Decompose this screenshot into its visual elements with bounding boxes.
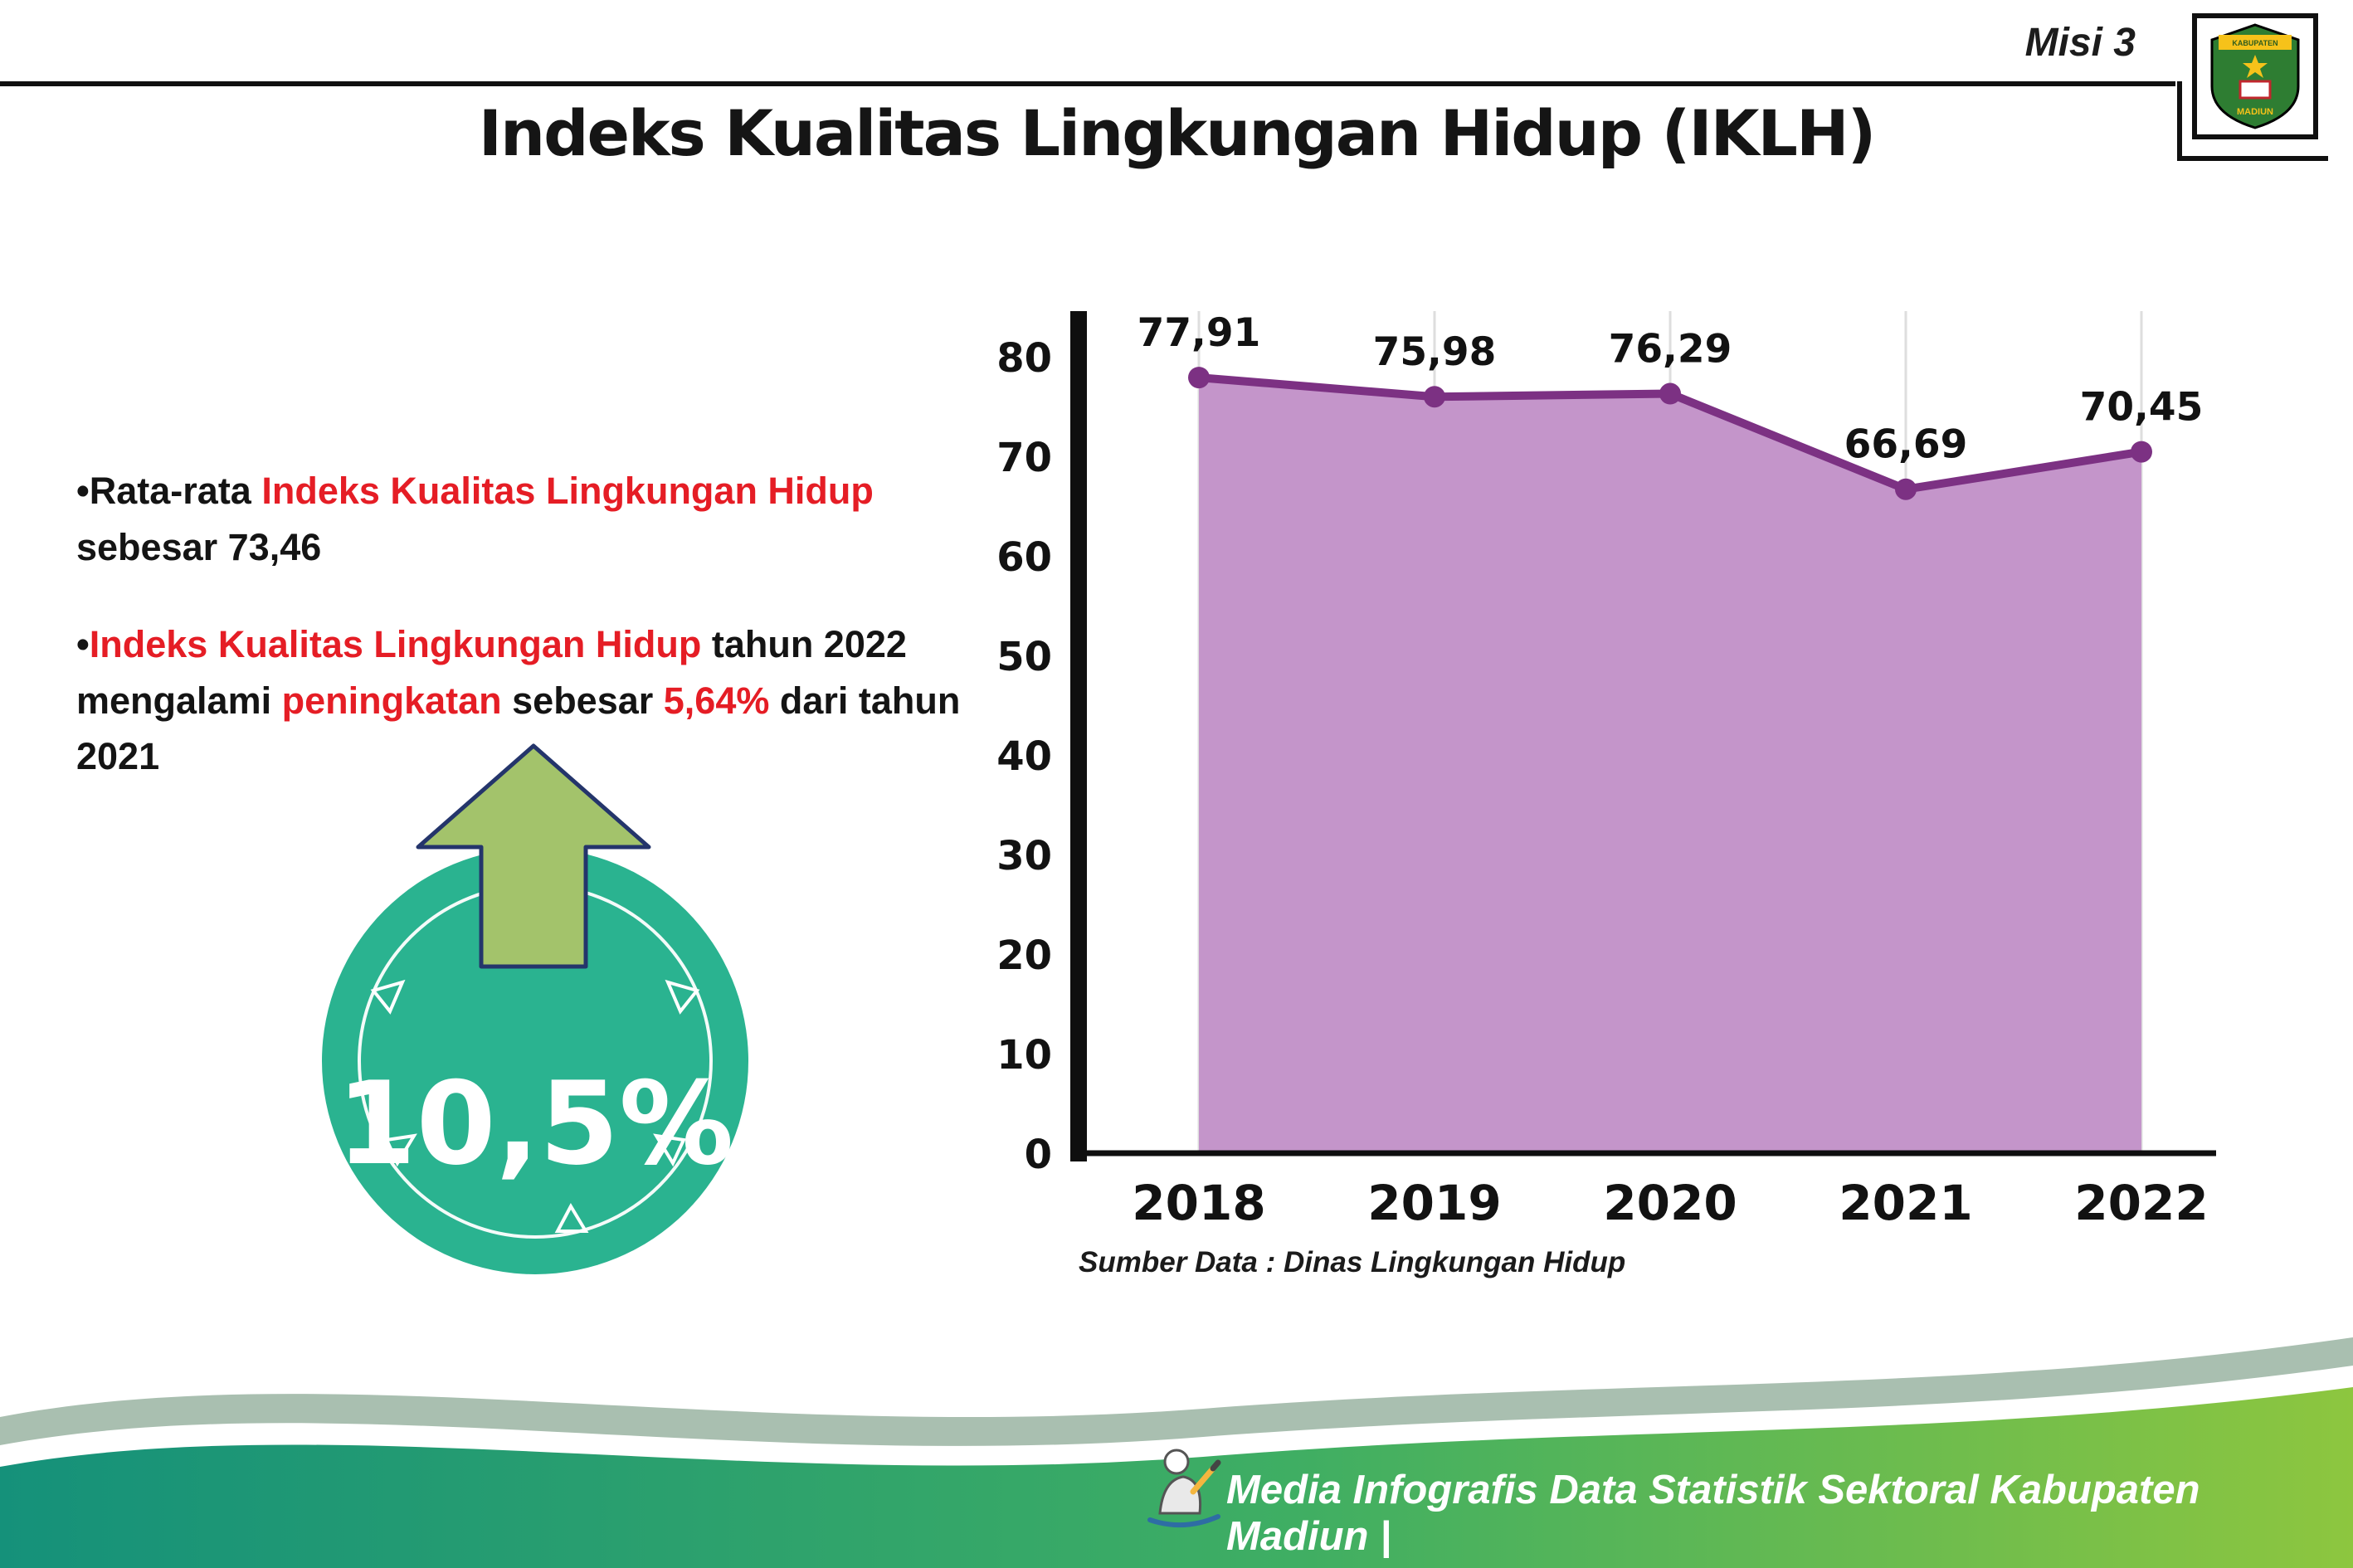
kabupaten-madiun-crest-icon: KABUPATEN MADIUN <box>2210 23 2300 129</box>
logo-corner-bracket <box>2177 81 2182 161</box>
area-fill <box>1199 377 2141 1153</box>
y-tick-label: 60 <box>996 534 1052 581</box>
header-divider <box>0 81 2175 86</box>
logo-bottom-text: MADIUN <box>2237 107 2273 117</box>
bullet1-highlight: Indeks Kualitas Lingkungan Hidup <box>261 470 874 512</box>
data-point <box>1188 367 1210 389</box>
y-tick-label: 10 <box>996 1032 1052 1079</box>
bullet2-highlight-1: Indeks Kualitas Lingkungan Hidup <box>89 623 702 665</box>
y-tick-label: 20 <box>996 933 1052 979</box>
increase-percentage-value: 10,5% <box>336 1056 734 1191</box>
mascot-icon <box>1147 1449 1221 1528</box>
x-tick-label: 2020 <box>1603 1175 1737 1231</box>
x-tick-label: 2021 <box>1839 1175 1972 1231</box>
bullet2-text-3: dari tahun 2021 <box>76 679 961 778</box>
x-tick-label: 2019 <box>1367 1175 1501 1231</box>
data-label: 70,45 <box>2080 385 2204 431</box>
page-title: Indeks Kualitas Lingkungan Hidup (IKLH) <box>478 96 1877 170</box>
data-point <box>2131 441 2152 463</box>
data-point <box>1424 386 1445 408</box>
x-tick-label: 2022 <box>2074 1175 2208 1231</box>
bullet1-text-1: Rata-rata <box>89 470 262 512</box>
bullet2-text-2: sebesar <box>501 679 664 722</box>
data-label: 66,69 <box>1844 422 1968 468</box>
bullet2-highlight-3: 5,64% <box>663 679 770 722</box>
y-tick-label: 70 <box>996 435 1052 481</box>
bullet-average-iklh: •Rata-rata Indeks Kualitas Lingkungan Hi… <box>76 463 989 575</box>
up-arrow-icon <box>416 743 651 969</box>
data-point <box>1659 382 1681 405</box>
data-point <box>1895 478 1917 500</box>
misi-label: Misi 3 <box>2024 21 2136 65</box>
bullet1-text-2: sebesar 73,46 <box>76 525 322 568</box>
footer-caption: Media Infografis Data Statistik Sektoral… <box>1226 1468 2200 1559</box>
data-label: 77,91 <box>1138 310 1261 356</box>
x-tick-label: 2018 <box>1132 1175 1265 1231</box>
y-tick-label: 40 <box>996 733 1052 780</box>
bullet-marker: • <box>76 623 90 665</box>
summary-bullets: •Rata-rata Indeks Kualitas Lingkungan Hi… <box>76 463 989 826</box>
bullet-increase-iklh: •Indeks Kualitas Lingkungan Hidup tahun … <box>76 616 989 785</box>
bullet-marker: • <box>76 470 90 512</box>
y-tick-label: 30 <box>996 833 1052 879</box>
bullet2-text-1: tahun 2022 mengalami <box>76 623 907 722</box>
logo-top-text: KABUPATEN <box>2232 39 2277 47</box>
iklh-area-chart: 77,91 75,98 76,29 66,69 70,45 0 10 20 30 40 50 60 70… <box>954 274 2315 1311</box>
kabupaten-madiun-logo: KABUPATEN MADIUN <box>2192 13 2318 139</box>
y-tick-label: 50 <box>996 634 1052 680</box>
y-tick-label: 80 <box>996 335 1052 382</box>
y-tick-label: 0 <box>1025 1132 1052 1178</box>
bullet2-highlight-2: peningkatan <box>281 679 502 722</box>
chart-canvas: 77,91 75,98 76,29 66,69 70,45 0 10 20 30 40 50 60 70… <box>996 310 2216 1231</box>
data-label: 75,98 <box>1373 329 1497 375</box>
data-label: 76,29 <box>1609 327 1732 373</box>
logo-corner-bracket-bottom <box>2177 156 2328 161</box>
chart-source-note: Sumber Data : Dinas Lingkungan Hidup <box>1079 1246 1626 1278</box>
